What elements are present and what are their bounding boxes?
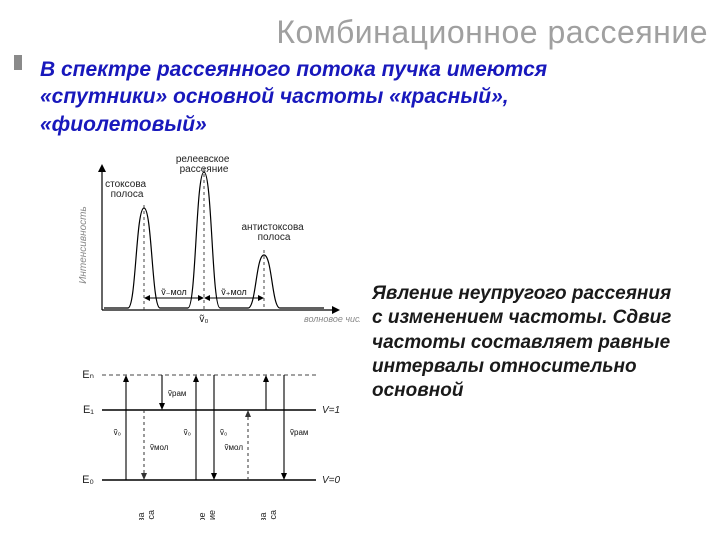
spectrum-plot: Интенсивность волновое число, θ стоксова…	[78, 154, 360, 325]
rayleigh-label: релеевское рассеяние	[176, 154, 232, 175]
col-rayleigh: релеевское рассеяние	[197, 510, 217, 520]
svg-text:E₀: E₀	[82, 474, 94, 486]
svg-text:ṽрам: ṽрам	[290, 428, 308, 437]
antistokes-label: антистоксова полоса	[242, 222, 307, 243]
x-axis-label: волновое число, θ	[304, 314, 360, 324]
energy-levels: E₀ E₁ Eₙ V=0 V=1 ṽ₀ ṽмол ṽрам ṽ₀ ṽ₀	[82, 369, 340, 520]
rayleigh-peak-right	[204, 172, 220, 308]
stokes-label: стоксова полоса	[105, 179, 149, 200]
raman-diagram: Интенсивность волновое число, θ стоксова…	[64, 150, 360, 520]
rayleigh-arrows: ṽ₀ ṽ₀	[184, 375, 228, 480]
stokes-arrows: ṽ₀ ṽмол ṽрам	[114, 375, 187, 480]
svg-text:ṽ₋мол: ṽ₋мол	[161, 287, 187, 297]
page-title: Комбинационное рассеяние	[170, 14, 708, 51]
svg-text:V=1: V=1	[322, 405, 340, 416]
y-axis-label: Интенсивность	[78, 206, 89, 284]
svg-text:ṽмол: ṽмол	[150, 443, 169, 452]
intro-text: В спектре рассеянного потока пучка имеют…	[40, 56, 680, 138]
antistokes-arrows: ṽмол ṽрам	[225, 375, 309, 480]
description-text: Явление неупругого рассеяния с изменение…	[372, 282, 686, 404]
center-freq-label: ṽ₀	[199, 314, 208, 325]
interval-left: ṽ₋мол	[144, 287, 204, 301]
svg-text:ṽ₊мол: ṽ₊мол	[221, 287, 247, 297]
col-stokes: стоксова полоса	[136, 510, 156, 520]
col-antistokes: антистоксова полоса	[258, 510, 278, 520]
rayleigh-peak-left	[188, 172, 204, 308]
svg-text:ṽмол: ṽмол	[225, 443, 244, 452]
svg-text:ṽ₀: ṽ₀	[184, 428, 191, 437]
svg-text:ṽ₀: ṽ₀	[220, 428, 227, 437]
svg-text:E₁: E₁	[83, 404, 94, 416]
svg-text:Eₙ: Eₙ	[82, 369, 94, 381]
svg-text:ṽ₀: ṽ₀	[114, 428, 121, 437]
svg-text:ṽрам: ṽрам	[168, 389, 186, 398]
bullet-icon	[14, 55, 22, 70]
svg-text:V=0: V=0	[322, 475, 341, 486]
